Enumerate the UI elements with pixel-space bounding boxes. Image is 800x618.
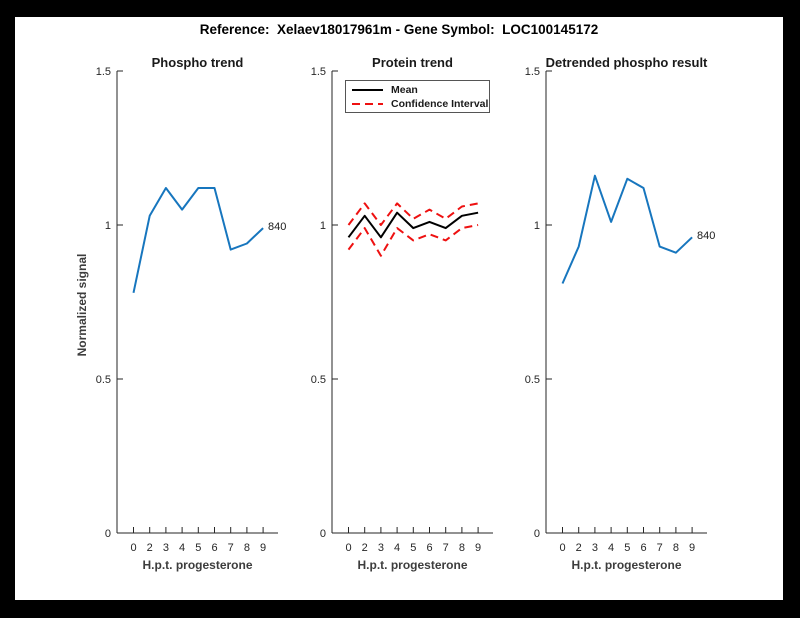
y-axis-label: Normalized signal: [75, 253, 89, 357]
data-line-mean: [347, 211, 479, 239]
x-tick-label: 0: [130, 542, 136, 554]
detrended-phospho-result-chart: 00.511.50 2 3 4 5 6 7 8 9: [525, 66, 707, 554]
legend: Mean Confidence Interval: [345, 80, 490, 113]
y-tick-label: 0: [105, 528, 111, 540]
x-tick-label: 5: [195, 542, 201, 554]
legend-label: Mean: [391, 83, 418, 96]
y-tick-label: 1.5: [525, 66, 540, 78]
y-tick-label: 1: [534, 220, 540, 232]
x-tick-label: 9: [475, 542, 481, 554]
x-tick-label: 6: [640, 542, 646, 554]
x-tick-label: 2: [576, 542, 582, 554]
x-tick-label: 6: [211, 542, 217, 554]
x-tick-label: 8: [459, 542, 465, 554]
x-axis-label: H.p.t. progesterone: [357, 558, 468, 572]
x-tick-label: 2: [362, 542, 368, 554]
x-tick-label: 5: [410, 542, 416, 554]
figure-title: Reference: Xelaev18017961m - Gene Symbol…: [199, 22, 599, 37]
x-tick-label: 2: [147, 542, 153, 554]
x-tick-label: 3: [592, 542, 598, 554]
series-end-label: 840: [697, 230, 716, 242]
data-line-confidence-interval-lower: [347, 224, 479, 257]
y-tick-label: 1: [105, 220, 111, 232]
subplot-phospho-trend: 0 0.5 1 1.5 0 2 3 4 5 6 7 8 9 Phospho trend H.p.t. p…: [57, 55, 287, 585]
series-end-label: 840: [268, 221, 287, 233]
x-tick-label: 9: [260, 542, 266, 554]
x-tick-label: 0: [559, 542, 565, 554]
y-tick-label: 0: [320, 528, 326, 540]
y-tick-label: 0.5: [96, 374, 111, 386]
subplot-protein-trend: 0 0.5 1 1.5 0 2 3 4 5 6 7 8 9 Protein trend H.p.t. p…: [272, 55, 502, 585]
subplot-title: Phospho trend: [151, 55, 244, 70]
figure-canvas: Reference: Xelaev18017961m - Gene Symbol…: [15, 17, 783, 600]
y-tick-label: 1.5: [96, 66, 111, 78]
x-tick-label: 7: [443, 542, 449, 554]
x-axis-label: H.p.t. progesterone: [571, 558, 682, 572]
x-tick-label: 3: [163, 542, 169, 554]
subplot-detrended-phospho-result: 0 0.5 1 1.5 0 2 3 4 5 6 7 8 9 Detrended phospho resu…: [486, 55, 716, 585]
x-tick-label: 5: [624, 542, 630, 554]
x-tick-label: 3: [378, 542, 384, 554]
x-tick-label: 7: [228, 542, 234, 554]
data-line-detrended-phospho-signal: [561, 174, 693, 284]
x-tick-label: 8: [244, 542, 250, 554]
x-tick-label: 7: [657, 542, 663, 554]
mean-line-swatch: [352, 89, 383, 91]
confidence-interval-line-swatch: [352, 103, 383, 105]
protein-trend-chart: 00.511.50 2 3 4 5 6 7 8 9: [311, 66, 493, 554]
legend-label: Confidence Interval: [391, 97, 489, 110]
y-tick-label: 0: [534, 528, 540, 540]
x-axis-label: H.p.t. progesterone: [142, 558, 253, 572]
x-tick-label: 4: [394, 542, 400, 554]
y-tick-label: 1.5: [311, 66, 326, 78]
x-tick-label: 4: [179, 542, 185, 554]
x-tick-label: 4: [608, 542, 614, 554]
x-tick-label: 0: [345, 542, 351, 554]
subplot-title: Protein trend: [372, 55, 453, 70]
x-tick-label: 6: [426, 542, 432, 554]
y-tick-label: 1: [320, 220, 326, 232]
data-line-phospho-signal: [132, 187, 264, 294]
legend-item-confidence-interval: Confidence Interval: [352, 97, 489, 111]
phospho-trend-chart: 00.511.50 2 3 4 5 6 7 8 9: [96, 66, 278, 554]
subplot-title: Detrended phospho result: [545, 55, 708, 70]
legend-item-mean: Mean: [352, 83, 489, 97]
x-tick-label: 8: [673, 542, 679, 554]
y-tick-label: 0.5: [311, 374, 326, 386]
x-tick-label: 9: [689, 542, 695, 554]
y-tick-label: 0.5: [525, 374, 540, 386]
